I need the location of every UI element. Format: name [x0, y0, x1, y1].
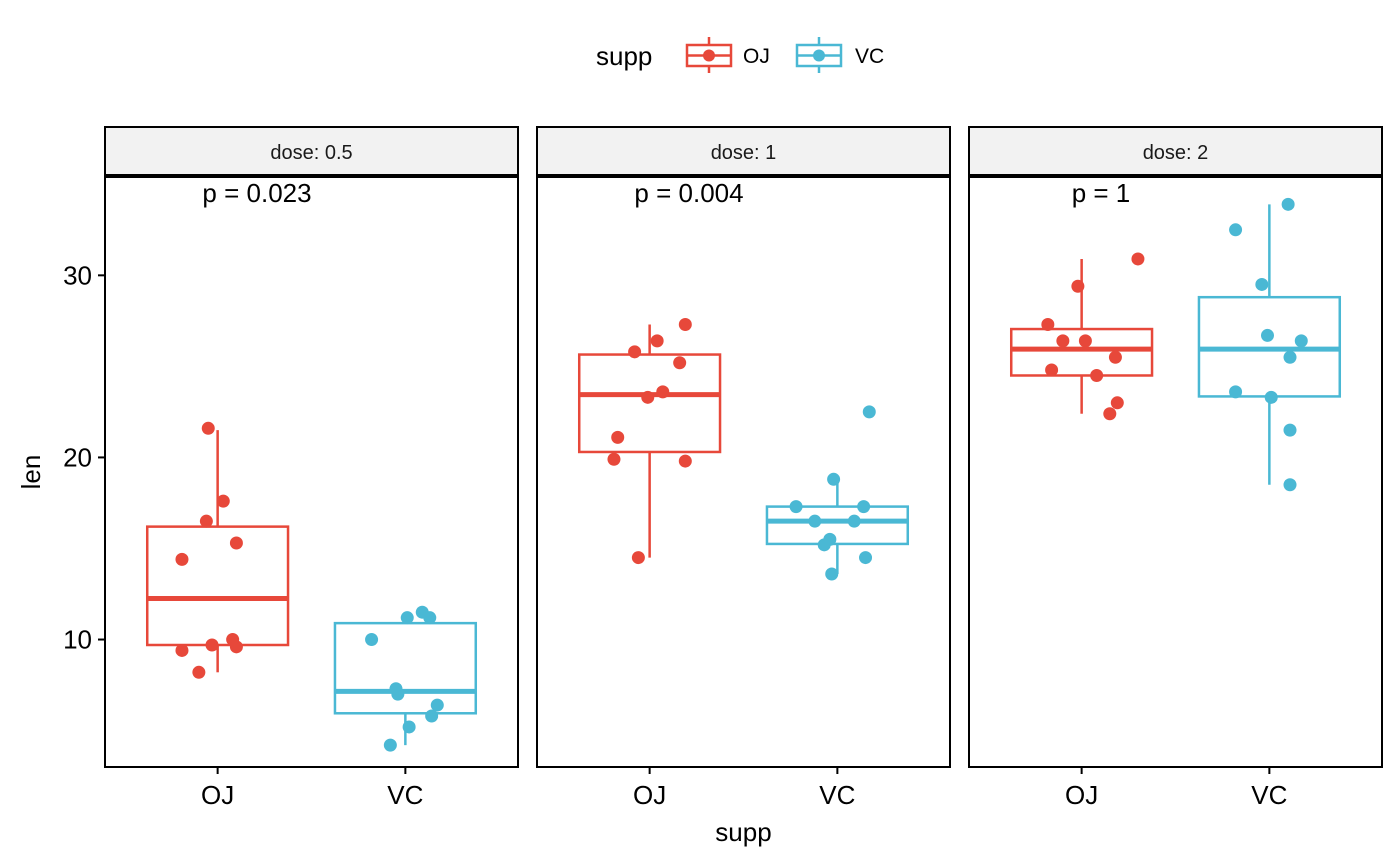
- strip-label-dose-0-5: dose: 0.5: [270, 142, 352, 164]
- data-point-vc-panel-3-10: [1294, 334, 1308, 348]
- strip-label-dose-1: dose: 1: [711, 142, 777, 164]
- facet-strip-1: dose: 0.5: [104, 126, 519, 176]
- y-axis-title: len: [16, 455, 46, 490]
- data-point-vc-panel-1-10: [383, 738, 397, 752]
- data-point-oj-panel-3-6: [1090, 368, 1104, 382]
- legend-key-oj: [685, 37, 733, 73]
- facet-strip-2: dose: 1: [536, 126, 951, 176]
- p-value-dose-1: p = 0.004: [634, 178, 743, 208]
- data-point-oj-panel-1-3: [229, 536, 243, 550]
- p-value-dose-2: p = 1: [1072, 178, 1131, 208]
- data-point-vc-panel-3-3: [1255, 277, 1269, 291]
- x-tick-label-vc-panel-2: VC: [819, 780, 855, 810]
- strip-label-dose-2: dose: 2: [1143, 142, 1209, 164]
- data-point-oj-panel-2-8: [650, 334, 664, 348]
- legend-key-vc: [795, 37, 843, 73]
- data-point-oj-panel-3-9: [1110, 396, 1124, 410]
- x-tick-label-oj-panel-1: OJ: [201, 780, 234, 810]
- data-point-oj-panel-3-10: [1131, 252, 1145, 266]
- data-point-oj-panel-1-5: [199, 514, 213, 528]
- legend: supp OJ VC: [596, 37, 884, 73]
- x-tick-label-vc-panel-1: VC: [387, 780, 423, 810]
- data-point-oj-panel-1-2: [175, 552, 189, 566]
- p-value-dose-0-5: p = 0.023: [202, 178, 311, 208]
- box-oj-panel-1: [145, 525, 290, 647]
- panel-frame-2: [536, 176, 951, 768]
- data-point-vc-panel-1-4: [400, 611, 414, 625]
- data-point-oj-panel-1-4: [216, 494, 230, 508]
- data-point-vc-panel-3-8: [1283, 423, 1297, 437]
- data-point-oj-panel-3-1: [1041, 318, 1055, 331]
- data-point-oj-panel-2-3: [628, 345, 642, 359]
- data-point-oj-panel-2-1: [607, 452, 621, 466]
- y-tick-label-20: 20: [63, 442, 92, 472]
- data-point-oj-panel-2-4: [641, 390, 655, 404]
- data-point-vc-panel-1-3: [391, 687, 405, 701]
- x-tick-label-oj-panel-3: OJ: [1065, 780, 1098, 810]
- data-point-vc-panel-2-8: [857, 500, 871, 514]
- data-point-vc-panel-1-8: [425, 709, 439, 723]
- data-point-vc-panel-3-9: [1283, 478, 1297, 492]
- data-point-vc-panel-2-1: [789, 500, 803, 514]
- data-point-vc-panel-3-1: [1229, 385, 1243, 399]
- y-tick-label-10: 10: [63, 625, 92, 655]
- box-vc-panel-2: [765, 505, 910, 546]
- data-point-oj-panel-2-5: [656, 385, 670, 399]
- data-point-vc-panel-3-7: [1283, 350, 1297, 364]
- data-point-oj-panel-2-9: [678, 454, 692, 468]
- data-point-vc-panel-3-4: [1260, 328, 1274, 342]
- data-point-oj-panel-1-10: [192, 665, 206, 679]
- data-point-oj-panel-3-8: [1108, 350, 1122, 364]
- data-point-oj-panel-2-7: [678, 318, 692, 331]
- legend-label-vc: VC: [855, 45, 884, 68]
- facet-strip-3: dose: 2: [968, 126, 1383, 176]
- data-point-oj-panel-3-2: [1045, 363, 1059, 377]
- x-tick-label-oj-panel-2: OJ: [633, 780, 666, 810]
- panel-frame-3: [968, 176, 1383, 768]
- legend-label-oj: OJ: [743, 45, 770, 68]
- data-point-vc-panel-1-6: [423, 611, 437, 625]
- data-point-vc-panel-2-4: [823, 532, 837, 546]
- box-vc-panel-1: [333, 621, 478, 715]
- data-point-oj-panel-3-4: [1071, 279, 1085, 293]
- data-point-vc-panel-2-10: [862, 405, 876, 419]
- data-point-vc-panel-1-7: [430, 698, 444, 712]
- panel-frame-1: [104, 176, 519, 768]
- x-axis-title: supp: [715, 817, 771, 847]
- data-point-vc-panel-3-5: [1264, 390, 1278, 404]
- data-point-vc-panel-2-9: [859, 551, 873, 565]
- x-tick-label-vc-panel-3: VC: [1251, 780, 1287, 810]
- data-point-vc-panel-3-2: [1229, 223, 1243, 237]
- data-point-oj-panel-2-6: [673, 356, 687, 370]
- data-point-vc-panel-1-1: [365, 633, 379, 647]
- data-point-oj-panel-1-1: [201, 421, 215, 435]
- data-point-vc-panel-2-6: [827, 472, 841, 486]
- data-point-oj-panel-1-6: [205, 638, 219, 652]
- data-point-vc-panel-2-2: [808, 514, 822, 528]
- legend-title: supp: [596, 41, 652, 71]
- data-point-vc-panel-1-9: [402, 720, 416, 734]
- y-tick-label-30: 30: [63, 260, 92, 290]
- data-point-vc-panel-3-6: [1281, 197, 1295, 211]
- data-point-vc-panel-2-5: [825, 567, 839, 581]
- data-point-oj-panel-3-7: [1103, 407, 1117, 421]
- data-point-oj-panel-3-3: [1056, 334, 1070, 348]
- chart-marks: 10 20 30 OJ VC OJ VC OJ VC: [63, 197, 1342, 810]
- data-point-oj-panel-2-10: [631, 551, 645, 565]
- data-point-oj-panel-3-5: [1078, 334, 1092, 348]
- data-point-oj-panel-2-2: [611, 430, 625, 444]
- data-point-oj-panel-1-8: [229, 640, 243, 654]
- data-point-oj-panel-1-9: [175, 643, 189, 657]
- data-point-vc-panel-2-7: [847, 514, 861, 528]
